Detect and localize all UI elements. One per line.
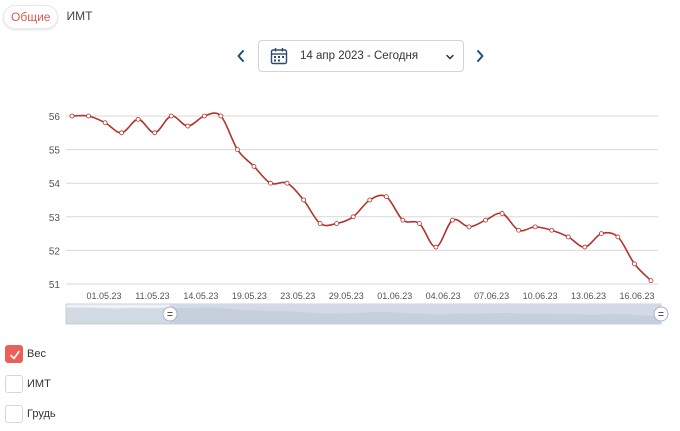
data-point xyxy=(598,231,604,237)
data-point xyxy=(168,113,174,119)
legend-label-bmi: ИМТ xyxy=(27,378,51,390)
x-tick-label: 19.05.23 xyxy=(232,291,267,301)
x-tick-label: 13.06.23 xyxy=(571,291,606,301)
x-tick-label: 01.06.23 xyxy=(377,291,412,301)
x-tick-label: 23.05.23 xyxy=(280,291,315,301)
legend-item-chest[interactable]: Грудь xyxy=(5,405,56,423)
y-tick-label: 53 xyxy=(49,213,61,224)
x-tick-label: 07.06.23 xyxy=(474,291,509,301)
data-point xyxy=(86,113,91,119)
data-point xyxy=(317,221,323,226)
x-tick-label: 14.05.23 xyxy=(183,291,218,301)
x-tick-label: 10.06.23 xyxy=(523,291,558,301)
x-tick-label: 29.05.23 xyxy=(329,291,364,301)
y-tick-label: 56 xyxy=(49,112,61,123)
data-point xyxy=(69,113,75,119)
legend-label-weight: Вес xyxy=(27,348,46,360)
data-point xyxy=(383,194,389,200)
legend-item-bmi[interactable]: ИМТ xyxy=(5,375,51,393)
data-point xyxy=(632,261,637,267)
x-tick-label: 11.05.23 xyxy=(135,291,169,301)
legend-label-chest: Грудь xyxy=(27,408,56,420)
y-tick-label: 52 xyxy=(49,246,61,257)
chevron-left-icon xyxy=(237,50,244,62)
data-point xyxy=(251,164,257,169)
x-tick-label: 01.05.23 xyxy=(86,291,121,301)
chevron-down-icon xyxy=(446,54,454,60)
data-point xyxy=(499,211,505,216)
legend-item-weight[interactable]: Вес xyxy=(5,345,46,363)
y-axis: 51 52 53 54 55 56 xyxy=(49,112,61,291)
range-navigator[interactable] xyxy=(65,303,669,325)
y-tick-label: 55 xyxy=(49,146,61,157)
data-point xyxy=(152,130,158,136)
data-point xyxy=(565,234,571,240)
data-point xyxy=(416,221,422,226)
weight-checkbox[interactable] xyxy=(5,345,23,363)
series-points xyxy=(69,113,654,284)
data-point xyxy=(284,180,290,186)
x-tick-label: 04.06.23 xyxy=(426,291,461,301)
data-point xyxy=(350,214,356,220)
data-point xyxy=(615,234,621,240)
calendar-icon xyxy=(270,48,288,65)
data-point xyxy=(102,120,108,126)
data-point xyxy=(483,217,488,223)
data-point xyxy=(466,224,472,230)
date-range-select[interactable]: 14 апр 2023 - Сегодня xyxy=(258,40,464,72)
x-axis: 01.05.23 11.05.23 14.05.23 19.05.23 23.05.23… xyxy=(86,291,654,301)
data-point xyxy=(367,197,373,203)
check-icon xyxy=(10,350,20,360)
data-point xyxy=(433,244,439,250)
data-point xyxy=(450,217,455,223)
data-point xyxy=(218,113,224,119)
data-point xyxy=(185,123,191,129)
x-tick-label: 16.06.23 xyxy=(619,291,654,301)
data-point xyxy=(201,113,207,119)
data-point xyxy=(648,278,654,284)
bmi-checkbox[interactable] xyxy=(5,375,23,393)
next-period-button[interactable] xyxy=(472,46,488,66)
y-tick-label: 51 xyxy=(49,280,61,291)
navigator-series xyxy=(66,307,661,324)
series-line-weight xyxy=(71,112,652,282)
data-point xyxy=(135,116,141,122)
chevron-right-icon xyxy=(477,50,484,62)
chest-checkbox[interactable] xyxy=(5,405,23,423)
data-point xyxy=(268,180,273,186)
data-point xyxy=(301,197,307,203)
navigator-handle-right[interactable] xyxy=(653,306,669,322)
date-range-label: 14 апр 2023 - Сегодня xyxy=(300,50,419,62)
data-point xyxy=(334,221,340,226)
grid xyxy=(66,115,658,285)
data-point xyxy=(532,224,538,230)
y-tick-label: 54 xyxy=(49,179,61,190)
data-point xyxy=(235,147,240,152)
data-point xyxy=(549,227,555,233)
prev-period-button[interactable] xyxy=(233,46,249,66)
data-point xyxy=(119,130,125,136)
data-point xyxy=(400,217,406,223)
weight-chart: 51 52 53 54 55 56 01.05.23 11.05.23 14.05.23 19.… xyxy=(49,112,669,325)
navigator-handle-left[interactable] xyxy=(162,306,178,322)
data-point xyxy=(582,244,588,250)
tab-bar: Общие ИМТ xyxy=(3,5,94,29)
data-point xyxy=(516,227,522,233)
tab-general[interactable]: Общие xyxy=(3,5,59,29)
tab-bmi[interactable]: ИМТ xyxy=(66,9,93,23)
